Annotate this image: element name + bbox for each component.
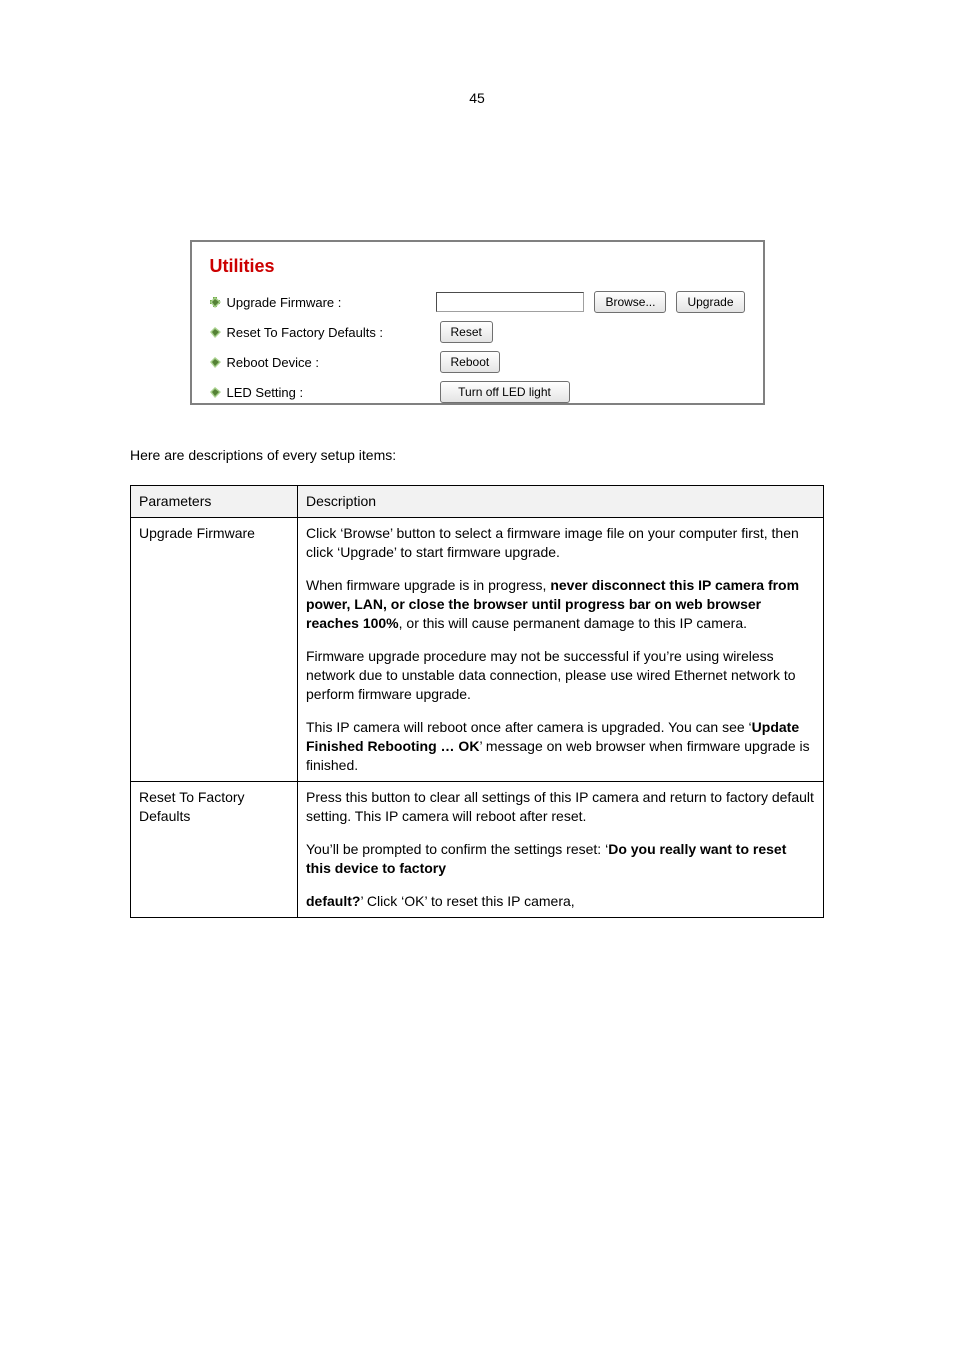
desc-p: default?’ Click ‘OK’ to reset this IP ca… [306,892,815,911]
reboot-label: Reboot Device : [227,355,320,370]
desc-p: You’ll be prompted to confirm the settin… [306,840,815,878]
table-row: Upgrade Firmware Click ‘Browse’ button t… [131,518,824,782]
intro-paragraph: Here are descriptions of every setup ite… [130,445,824,465]
desc-bold: Do you really [608,841,700,857]
bullet-icon [210,327,221,338]
desc-p: Firmware upgrade procedure may not be su… [306,647,815,704]
desc-p: When firmware upgrade is in progress, ne… [306,576,815,633]
firmware-file-input[interactable] [436,292,584,312]
utilities-title: Utilities [210,256,745,277]
th-parameters: Parameters [131,486,298,518]
browse-button[interactable]: Browse... [594,291,666,313]
bullet-icon [210,357,221,368]
reset-label: Reset To Factory Defaults : [227,325,384,340]
desc-p: Press this button to clear all settings … [306,788,815,826]
row-reboot: Reboot Device : Reboot [210,347,745,377]
parameters-table: Parameters Description Upgrade Firmware … [130,485,824,918]
row-upgrade-firmware: Upgrade Firmware : Browse... Upgrade [210,287,745,317]
utilities-screenshot: Utilities Upgrade Firmware : Browse... U… [190,240,765,405]
row-led: LED Setting : Turn off LED light [210,377,745,407]
led-button[interactable]: Turn off LED light [440,381,570,403]
param-name: Reset To Factory Defaults [131,782,298,918]
bullet-icon [210,387,221,398]
bullet-icon [210,297,221,308]
param-name: Upgrade Firmware [131,518,298,782]
led-label: LED Setting : [227,385,304,400]
reset-button[interactable]: Reset [440,321,493,343]
desc-span: ’ Click ‘OK’ to reset this IP camera, [360,893,574,909]
param-description: Click ‘Browse’ button to select a firmwa… [298,518,824,782]
desc-p: This IP camera will reboot once after ca… [306,718,815,775]
upgrade-button[interactable]: Upgrade [676,291,744,313]
reboot-button[interactable]: Reboot [440,351,501,373]
table-header-row: Parameters Description [131,486,824,518]
param-description: Press this button to clear all settings … [298,782,824,918]
desc-p: Click ‘Browse’ button to select a firmwa… [306,524,815,562]
desc-span: , or this will cause permanent damage to… [399,615,747,631]
table-row: Reset To Factory Defaults Press this but… [131,782,824,918]
row-reset: Reset To Factory Defaults : Reset [210,317,745,347]
desc-bold: default? [306,893,360,909]
th-description: Description [298,486,824,518]
desc-span: You’ll be prompted to confirm the settin… [306,841,608,857]
upgrade-firmware-label: Upgrade Firmware : [227,295,342,310]
page-number: 45 [0,90,954,106]
desc-span: When firmware upgrade is in progress, [306,577,550,593]
desc-span: This IP camera will reboot once after ca… [306,719,752,735]
